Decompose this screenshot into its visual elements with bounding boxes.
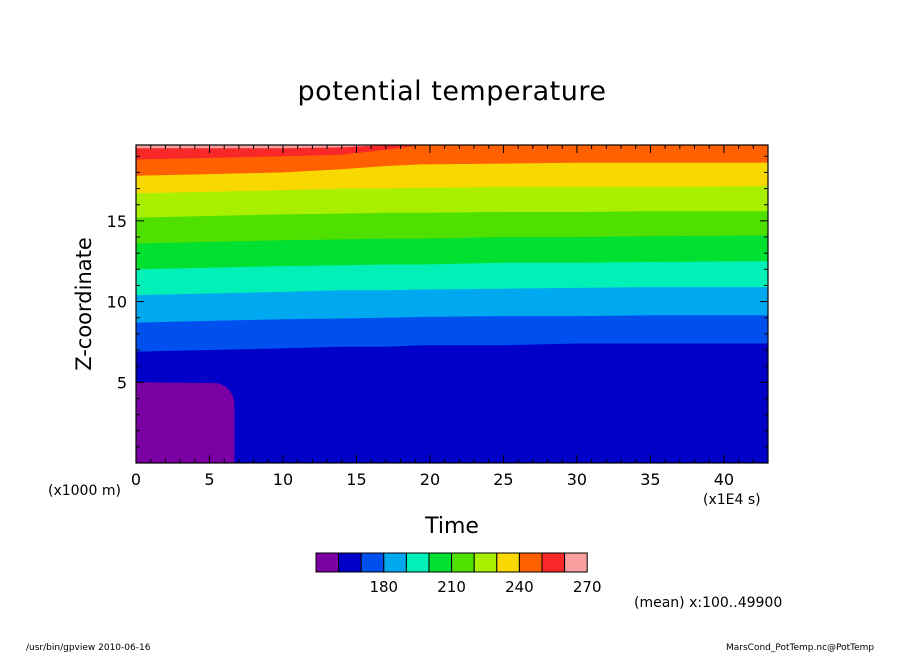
- colorbar-cell: [541, 552, 566, 573]
- y-tick-label: 10: [107, 293, 127, 312]
- x-tick-label: 5: [204, 470, 214, 489]
- colorbar-cell: [564, 552, 588, 573]
- colorbar-label: 270: [573, 578, 602, 596]
- colorbar-cell: [496, 552, 520, 573]
- x-axis-units: (x1E4 s): [703, 492, 761, 508]
- contour-bands: [136, 145, 768, 463]
- band-fill-10: [136, 145, 768, 160]
- colorbar-cell: [338, 552, 362, 573]
- footer-source: MarsCond_PotTemp.nc@PotTemp: [726, 643, 875, 653]
- colorbar-cell: [428, 552, 453, 573]
- colorbar-cell: [451, 552, 475, 573]
- x-tick-label: 15: [346, 470, 366, 489]
- y-axis-units: (x1000 m): [48, 483, 121, 499]
- colorbar-cell: [315, 552, 340, 573]
- colorbar: 180 210 240 270: [315, 552, 602, 596]
- axes: 0 5 10 15 20 25 30 35 40 5 10 15: [107, 145, 769, 489]
- colorbar-cell: [405, 552, 430, 573]
- colorbar-label: 180: [369, 578, 398, 596]
- band-fill-lowest: [136, 382, 235, 463]
- x-tick-label: 20: [420, 470, 440, 489]
- x-tick-label: 10: [273, 470, 293, 489]
- colorbar-label: 210: [437, 578, 466, 596]
- x-tick-label: 0: [131, 470, 141, 489]
- colorbar-label: 240: [505, 578, 534, 596]
- y-tick-label: 15: [107, 212, 127, 231]
- chart-title: potential temperature: [297, 76, 607, 107]
- y-tick-label: 5: [117, 373, 127, 392]
- x-tick-label: 35: [640, 470, 660, 489]
- colorbar-cell: [473, 552, 498, 573]
- x-tick-label: 30: [567, 470, 587, 489]
- colorbar-cell: [360, 552, 385, 573]
- mean-note: (mean) x:100..49900: [634, 595, 783, 611]
- x-tick-label: 25: [493, 470, 513, 489]
- colorbar-cell: [518, 552, 543, 573]
- x-tick-label: 40: [714, 470, 734, 489]
- colorbar-cell: [383, 552, 407, 573]
- footer-command: /usr/bin/gpview 2010-06-16: [26, 643, 151, 653]
- x-axis-label: Time: [425, 514, 479, 539]
- band-fill-11: [136, 145, 768, 149]
- plot-frame: [135, 144, 769, 464]
